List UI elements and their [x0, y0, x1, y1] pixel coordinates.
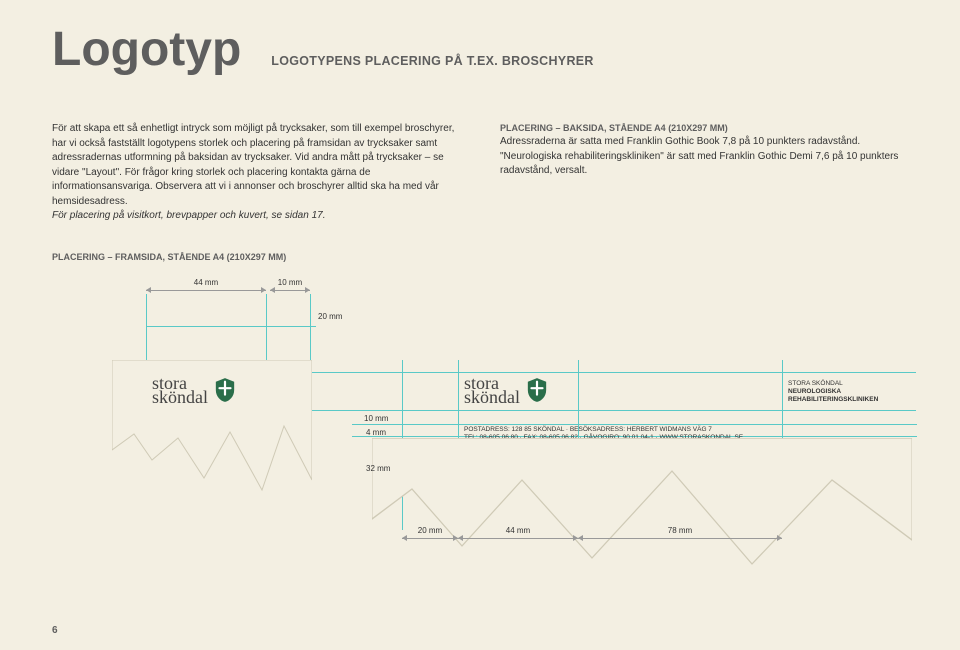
- right-col-heading: PLACERING – BAKSIDA, STÅENDE A4 (210X297…: [500, 122, 908, 135]
- body-paragraph: För att skapa ett så enhetligt intryck s…: [52, 122, 460, 209]
- guide-line: [146, 326, 316, 327]
- measure-label: 78 mm: [578, 526, 782, 535]
- left-column: För att skapa ett så enhetligt intryck s…: [52, 122, 460, 224]
- body-columns: För att skapa ett så enhetligt intryck s…: [0, 77, 960, 224]
- right-column: PLACERING – BAKSIDA, STÅENDE A4 (210X297…: [500, 122, 908, 224]
- address-line: NEUROLOGISKA REHABILITERINGSKLINIKEN: [788, 388, 908, 404]
- page-number: 6: [52, 625, 58, 636]
- address-line: POSTADRESS: 128 85 SKÖNDAL · BESÖKSADRES…: [464, 426, 894, 434]
- address-title: STORA SKÖNDAL NEUROLOGISKA REHABILITERIN…: [788, 380, 908, 404]
- guide-line: [458, 360, 459, 530]
- guide-line: [146, 372, 916, 373]
- measure-label: 10 mm: [364, 414, 388, 423]
- logo-back: stora sköndal: [464, 376, 548, 406]
- header: Logotyp LOGOTYPENS PLACERING PÅ T.EX. BR…: [0, 0, 960, 77]
- measurement-row-top: 44 mm 10 mm: [146, 286, 310, 296]
- page-rip-icon: [372, 438, 912, 588]
- diagram-heading: PLACERING – FRAMSIDA, STÅENDE A4 (210X29…: [0, 224, 960, 262]
- logo-front: stora sköndal: [152, 376, 236, 406]
- address-line: STORA SKÖNDAL: [788, 380, 908, 388]
- logo-wordmark: stora sköndal: [152, 376, 208, 406]
- body-paragraph-italic: För placering på visitkort, brevpapper o…: [52, 209, 460, 224]
- page-subtitle: LOGOTYPENS PLACERING PÅ T.EX. BROSCHYRER: [271, 54, 593, 68]
- guide-line: [266, 294, 267, 424]
- guide-line: [146, 410, 916, 411]
- guide-line: [146, 294, 147, 424]
- guide-line: [352, 424, 917, 425]
- body-paragraph: Adressraderna är satta med Franklin Goth…: [500, 135, 908, 179]
- page-title: Logotyp: [52, 22, 241, 77]
- guide-line: [578, 360, 579, 530]
- logo-text-line: sköndal: [152, 390, 208, 405]
- logo-shield-icon: [526, 377, 548, 403]
- measure-label: 4 mm: [366, 428, 386, 437]
- measure-label: 44 mm: [458, 526, 578, 535]
- measurement-row-bottom: 20 mm 44 mm 78 mm: [402, 534, 912, 544]
- logo-text-line: sköndal: [464, 390, 520, 405]
- logo-wordmark: stora sköndal: [464, 376, 520, 406]
- address-line: TEL: 08-605 06 80 · FAX: 08-605 06 82 · …: [464, 434, 894, 442]
- measure-label: 10 mm: [270, 278, 310, 287]
- measure-label: 44 mm: [146, 278, 266, 287]
- guide-line: [782, 360, 783, 530]
- address-body: POSTADRESS: 128 85 SKÖNDAL · BESÖKSADRES…: [464, 426, 894, 442]
- logo-shield-icon: [214, 377, 236, 403]
- guide-line: [402, 360, 403, 530]
- guide-line: [310, 294, 311, 424]
- layout-diagram: 44 mm 10 mm 20 mm stora sköndal 10 mm 4 …: [52, 280, 908, 560]
- measure-label: 20 mm: [318, 312, 342, 321]
- measure-label: 32 mm: [366, 464, 390, 473]
- measure-label: 20 mm: [402, 526, 458, 535]
